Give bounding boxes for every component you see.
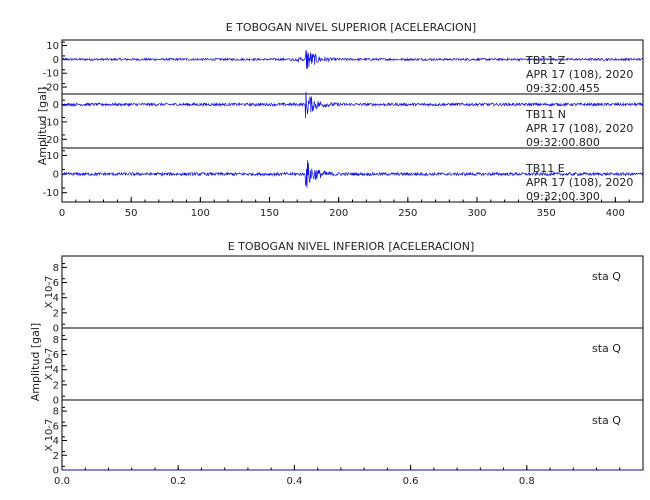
y-tick-label: -10 bbox=[43, 69, 59, 80]
x-tick-label: 0.0 bbox=[54, 476, 70, 487]
y-tick-label: 2 bbox=[53, 451, 59, 462]
panel-3: 8 6 4 2 0 X 10-7 sta Q bbox=[44, 399, 644, 477]
y-tick-label: 0 bbox=[53, 55, 59, 66]
x-tick-label: 150 bbox=[260, 208, 279, 219]
date-label: APR 17 (108), 2020 bbox=[526, 68, 633, 81]
x-tick-label: 0 bbox=[59, 208, 65, 219]
station-label: TB11 N bbox=[525, 108, 566, 121]
y-tick-label: 0 bbox=[53, 324, 59, 335]
waveform-trace bbox=[61, 91, 644, 119]
y-tick-label: 0 bbox=[53, 466, 59, 477]
chart-inferior-title: E TOBOGAN NIVEL INFERIOR [ACELERACION] bbox=[228, 240, 475, 253]
x-tick-label: 100 bbox=[191, 208, 210, 219]
x-tick-label: 0.2 bbox=[170, 476, 186, 487]
x-tick-label: 300 bbox=[467, 208, 486, 219]
waveform-trace bbox=[61, 49, 644, 69]
y-tick-label: 0 bbox=[53, 170, 59, 181]
panel-frame bbox=[61, 255, 644, 329]
y-tick-label: 10 bbox=[46, 41, 59, 52]
station-label: TB11 Z bbox=[525, 54, 566, 67]
date-label: APR 17 (108), 2020 bbox=[526, 122, 633, 135]
y-tick-label: 4 bbox=[53, 293, 59, 304]
y-tick-label: -10 bbox=[43, 188, 59, 199]
x-tick-label: 250 bbox=[398, 208, 417, 219]
y-tick-label: -20 bbox=[43, 83, 59, 94]
panel-2: 8 6 4 2 0 X 10-7 sta Q bbox=[44, 327, 644, 407]
station-label: sta Q bbox=[592, 414, 621, 427]
panel-frame bbox=[61, 327, 644, 401]
x-tick-label: 50 bbox=[125, 208, 138, 219]
chart-inferior-x-axis: 0.0 0.2 0.4 0.6 0.8 bbox=[54, 465, 644, 487]
y-tick-label: 10 bbox=[46, 151, 59, 162]
y-tick-label: 8 bbox=[53, 335, 59, 346]
x-tick-label: 200 bbox=[329, 208, 348, 219]
y-tick-label: 2 bbox=[53, 308, 59, 319]
time-label: 09:32:00.800 bbox=[526, 136, 600, 149]
x-tick-label: 0.8 bbox=[519, 476, 535, 487]
chart-inferior-ylabel: Amplitud [gal] bbox=[29, 323, 42, 401]
chart-superior-x-axis: 0 50 100 150 200 250 300 350 400 bbox=[59, 197, 644, 219]
station-label: sta Q bbox=[592, 342, 621, 355]
y-tick-label: 8 bbox=[53, 407, 59, 418]
chart-superior-title: E TOBOGAN NIVEL SUPERIOR [ACELERACION] bbox=[226, 21, 476, 34]
panel-1: 8 6 4 2 0 X 10-7 sta Q bbox=[44, 255, 644, 335]
y-tick-label: 4 bbox=[53, 365, 59, 376]
scale-label: X 10-7 bbox=[44, 419, 55, 452]
y-tick-label: 6 bbox=[53, 421, 59, 432]
scale-label: X 10-7 bbox=[44, 348, 55, 381]
waveform-trace bbox=[61, 160, 644, 188]
x-tick-label: 400 bbox=[606, 208, 625, 219]
y-tick-label: -10 bbox=[43, 117, 59, 128]
y-tick-label: -20 bbox=[43, 135, 59, 146]
y-tick-label: 6 bbox=[53, 278, 59, 289]
y-tick-label: 4 bbox=[53, 436, 59, 447]
station-label: sta Q bbox=[592, 270, 621, 283]
y-tick-label: 6 bbox=[53, 350, 59, 361]
chart-superior-ylabel: Amplitud [gal] bbox=[36, 87, 49, 165]
x-tick-label: 350 bbox=[537, 208, 556, 219]
y-tick-label: 2 bbox=[53, 380, 59, 391]
y-tick-label: 8 bbox=[53, 263, 59, 274]
chart-inferior-panels: 8 6 4 2 0 X 10-7 sta Q 8 6 4 2 0 X 10-7 sta Q 8 6 4 2 0 X 1… bbox=[44, 255, 644, 477]
station-label: TB11 E bbox=[525, 162, 565, 175]
y-tick-label: 0 bbox=[53, 396, 59, 407]
time-label: 09:32:00.300 bbox=[526, 190, 600, 203]
y-tick-label: 0 bbox=[53, 100, 59, 111]
panel-frame bbox=[61, 399, 644, 471]
date-label: APR 17 (108), 2020 bbox=[526, 176, 633, 189]
scale-label: X 10-7 bbox=[44, 276, 55, 309]
x-tick-label: 0.6 bbox=[403, 476, 419, 487]
x-tick-label: 0.4 bbox=[286, 476, 302, 487]
time-label: 09:32:00.455 bbox=[526, 82, 600, 95]
